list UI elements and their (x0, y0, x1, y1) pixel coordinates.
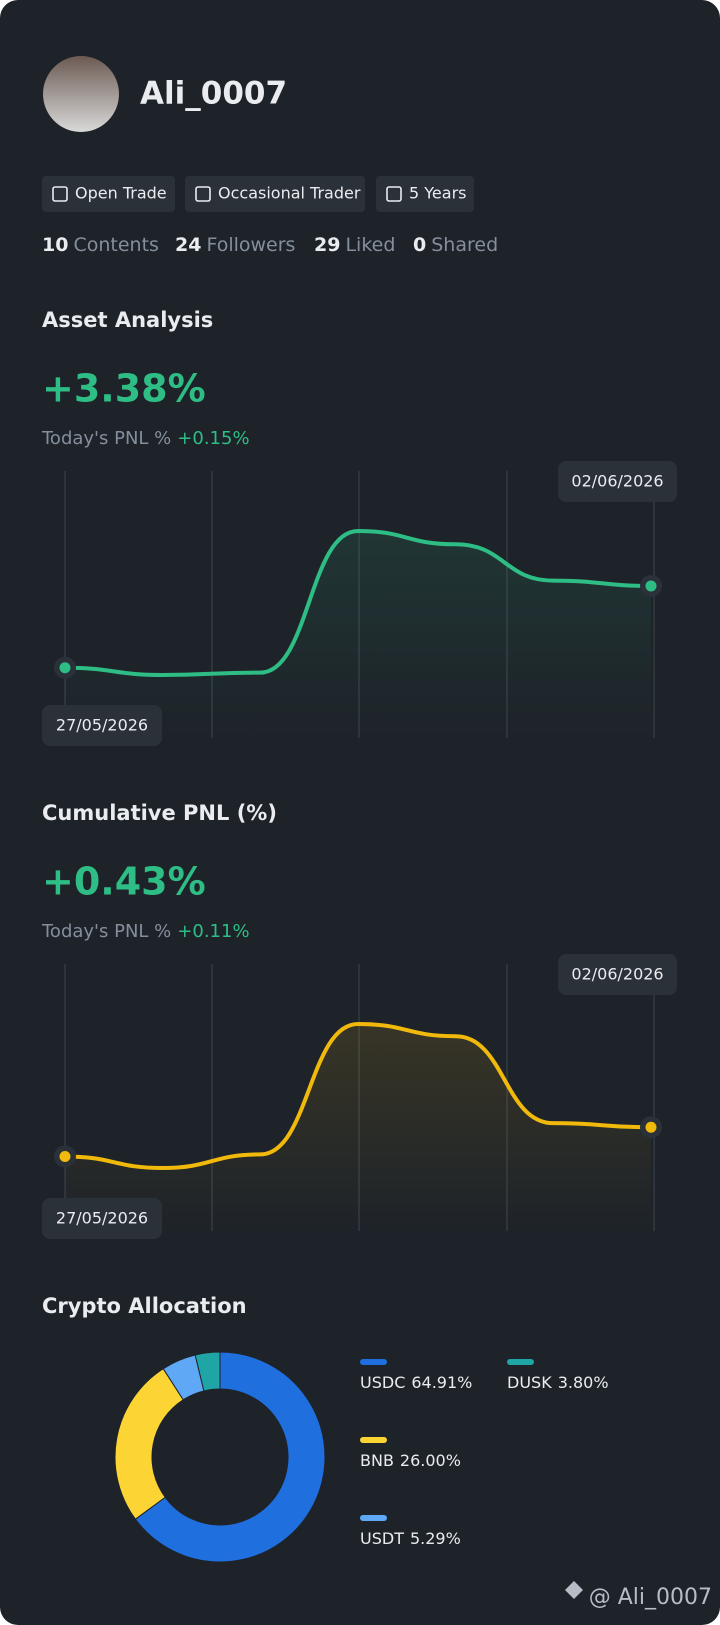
stat-value: 24 (175, 234, 201, 256)
stat: 24 Followers (175, 234, 295, 256)
date-tooltip (42, 705, 162, 746)
donut-slice (134, 1351, 326, 1563)
end-dot (645, 1121, 657, 1133)
section-title: Cumulative PNL (%) (42, 801, 277, 825)
legend-name: USDT (360, 1529, 404, 1548)
badge-icon (52, 186, 68, 202)
stat-label: Shared (431, 234, 498, 256)
legend-swatch (507, 1359, 534, 1365)
date-label: 27/05/2026 (56, 1209, 148, 1228)
donut-slice (194, 1351, 221, 1392)
date-label: 02/06/2026 (571, 965, 663, 984)
date-tooltip (42, 1198, 162, 1239)
end-dot (59, 1150, 71, 1162)
legend-entry: USDC 64.91% (360, 1373, 472, 1392)
badge (185, 176, 365, 212)
headline: +0.43% (42, 860, 206, 904)
end-dot (645, 580, 657, 592)
badge (42, 176, 175, 212)
legend-name: BNB (360, 1451, 394, 1470)
today-value: +0.11% (177, 921, 249, 942)
section-title: Crypto Allocation (42, 1294, 247, 1318)
badge-icon (195, 186, 211, 202)
stat-label: Followers (206, 234, 295, 256)
legend-swatch (360, 1515, 387, 1521)
today-label: Today's PNL % (41, 921, 171, 942)
stat: 0 Shared (413, 234, 498, 256)
watermark: @ Ali_0007 (589, 1585, 712, 1610)
stat-label: Liked (345, 234, 395, 256)
badge-icon (386, 186, 402, 202)
stat-value: 29 (314, 234, 340, 256)
today-pnl: Today's PNL % +0.11% (41, 921, 250, 942)
legend-entry: USDT 5.29% (360, 1529, 461, 1548)
date-tooltip (558, 954, 677, 995)
avatar[interactable] (43, 56, 119, 132)
badge-label: Occasional Trader (218, 184, 361, 203)
stat: 29 Liked (314, 234, 395, 256)
line (63, 1021, 653, 1171)
section-title: Asset Analysis (42, 308, 213, 332)
legend-value: 5.29% (410, 1529, 461, 1548)
username: Ali_0007 (140, 76, 287, 112)
stat-label: Contents (73, 234, 158, 256)
legend-entry: BNB 26.00% (360, 1451, 461, 1470)
headline: +3.38% (42, 367, 206, 411)
legend-value: 26.00% (400, 1451, 461, 1470)
area (65, 531, 651, 738)
date-label: 27/05/2026 (56, 716, 148, 735)
legend-name: USDC (360, 1373, 405, 1392)
legend-value: 3.80% (558, 1373, 609, 1392)
logo-icon (565, 1581, 583, 1599)
stat-value: 10 (42, 234, 68, 256)
stat: 10 Contents (42, 234, 159, 256)
legend-name: DUSK (507, 1373, 552, 1392)
date-tooltip (558, 461, 677, 502)
date-label: 02/06/2026 (571, 472, 663, 491)
area (65, 1024, 651, 1231)
legend-value: 64.91% (411, 1373, 472, 1392)
badge-label: 5 Years (409, 184, 466, 203)
today-value: +0.15% (177, 428, 249, 449)
legend-entry: DUSK 3.80% (507, 1373, 609, 1392)
end-dot (59, 662, 71, 674)
today-pnl: Today's PNL % +0.15% (41, 428, 250, 449)
today-label: Today's PNL % (41, 428, 171, 449)
line (63, 528, 653, 678)
legend-swatch (360, 1437, 387, 1443)
badge (376, 176, 474, 212)
legend-swatch (360, 1359, 387, 1365)
badge-label: Open Trade (75, 184, 167, 203)
stat-value: 0 (413, 234, 426, 256)
